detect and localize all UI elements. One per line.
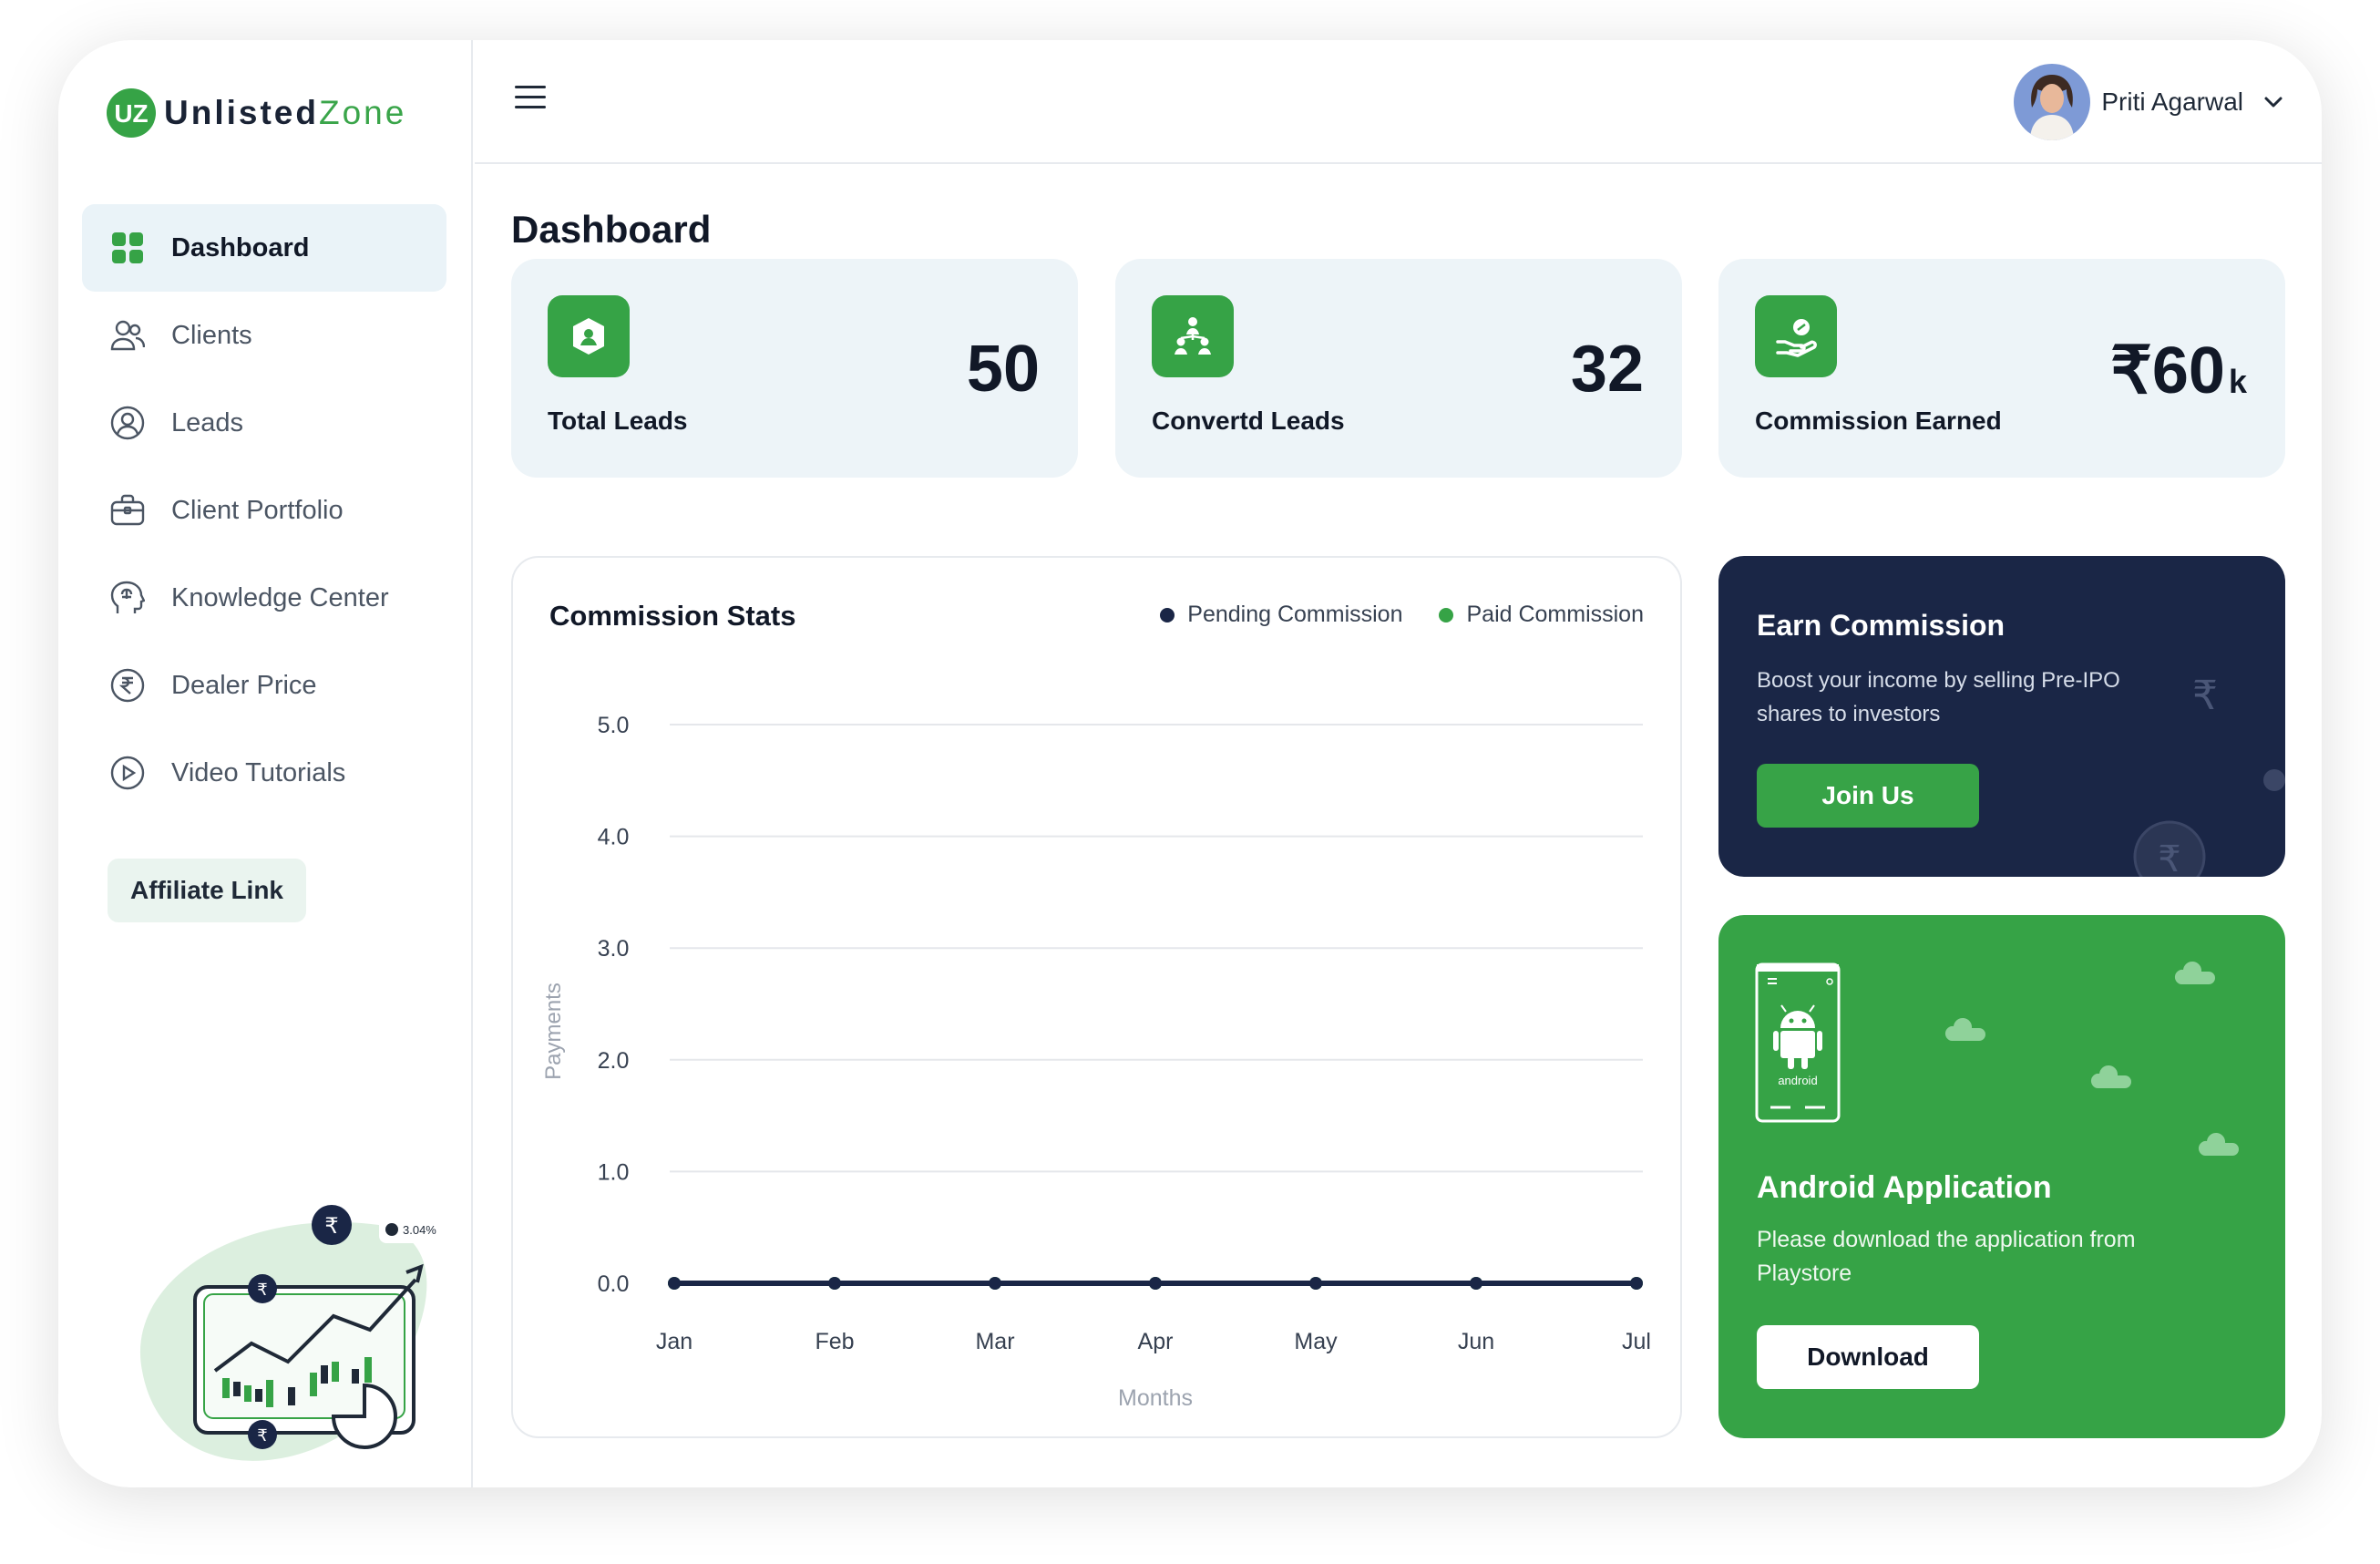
data-point <box>989 1277 1001 1290</box>
legend-item-paid[interactable]: Paid Commission <box>1439 602 1644 628</box>
logo[interactable]: UZ UnlistedZone <box>106 87 406 139</box>
chevron-down-icon <box>2264 97 2283 108</box>
sidebar-nav: Dashboard Clients Leads Client Portfolio <box>82 204 446 817</box>
sidebar-item-dealer-price[interactable]: Dealer Price <box>82 642 446 729</box>
earn-title: Earn Commission <box>1757 609 2006 642</box>
x-tick-label: Apr <box>1138 1329 1174 1354</box>
logo-mark-icon: UZ <box>107 88 156 138</box>
y-tick-label: 5.0 <box>598 713 630 738</box>
android-title: Android Application <box>1757 1170 2052 1205</box>
legend-item-pending[interactable]: Pending Commission <box>1160 602 1402 628</box>
sidebar-item-label: Dealer Price <box>171 670 317 700</box>
sidebar-item-label: Knowledge Center <box>171 582 389 612</box>
stat-value: ₹60 k <box>2110 334 2247 407</box>
android-description: Please download the application from Pla… <box>1757 1227 2136 1286</box>
grid-icon <box>109 230 146 266</box>
topbar: Priti Agarwal <box>475 40 2322 164</box>
trading-illustration: ₹ ₹ ₹ 3.04% <box>139 1205 452 1461</box>
android-robot-icon <box>1773 1004 1822 1069</box>
y-tick-label: 2.0 <box>598 1048 630 1074</box>
hierarchy-icon <box>1152 295 1234 377</box>
y-tick-label: 4.0 <box>598 825 630 850</box>
legend-dot <box>1160 607 1175 623</box>
android-app-card: android Android Application Please downl… <box>1718 915 2285 1438</box>
svg-text:₹: ₹ <box>257 1281 267 1300</box>
x-tick-label: May <box>1294 1329 1338 1354</box>
stat-value: 32 <box>1570 333 1644 406</box>
join-us-button[interactable]: Join Us <box>1757 764 1979 828</box>
download-button[interactable]: Download <box>1757 1325 1979 1389</box>
svg-text:₹: ₹ <box>2158 839 2180 877</box>
sidebar-item-leads[interactable]: Leads <box>82 379 446 467</box>
y-tick-label: 0.0 <box>598 1271 630 1297</box>
data-point <box>668 1277 681 1290</box>
sidebar-item-label: Dashboard <box>171 232 310 262</box>
data-point <box>1309 1277 1322 1290</box>
brain-head-icon <box>109 580 146 616</box>
stat-card-total-leads: Total Leads 50 <box>511 259 1078 478</box>
sidebar-item-video-tutorials[interactable]: Video Tutorials <box>82 729 446 817</box>
x-tick-label: Jul <box>1622 1329 1651 1354</box>
svg-text:3.04%: 3.04% <box>403 1223 436 1237</box>
page-title: Dashboard <box>511 208 712 251</box>
sidebar: UZ UnlistedZone Dashboard Clients <box>58 40 473 1487</box>
stat-card-commission-earned: Commission Earned ₹60 k <box>1718 259 2285 478</box>
sidebar-item-knowledge-center[interactable]: Knowledge Center <box>82 554 446 642</box>
x-tick-label: Jun <box>1458 1329 1494 1354</box>
coin-decoration: ₹ ₹ <box>2133 673 2285 877</box>
data-point <box>1470 1277 1482 1290</box>
earn-description: Boost your income by selling Pre-IPO sha… <box>1757 668 2120 726</box>
y-tick-label: 3.0 <box>598 936 630 962</box>
x-tick-label: Feb <box>815 1329 854 1354</box>
data-point <box>1630 1277 1643 1290</box>
chart-title: Commission Stats <box>549 600 796 632</box>
sidebar-item-label: Leads <box>171 407 244 437</box>
chart-legend: Pending Commission Paid Commission <box>1123 602 1644 628</box>
x-tick-label: Mar <box>975 1329 1014 1354</box>
phone-icon: android <box>1755 962 1841 1123</box>
user-menu[interactable]: Priti Agarwal <box>2014 64 2285 140</box>
stat-value: 50 <box>966 333 1040 406</box>
y-tick-label: 1.0 <box>598 1159 630 1185</box>
sidebar-item-clients[interactable]: Clients <box>82 292 446 379</box>
hand-coin-icon <box>1755 295 1837 377</box>
svg-text:₹: ₹ <box>257 1426 267 1446</box>
x-tick-label: Jan <box>656 1329 692 1354</box>
user-badge-icon <box>548 295 630 377</box>
rupee-circle-icon <box>109 667 146 704</box>
commission-stats-card: Commission Stats Pending Commission Paid… <box>511 556 1682 1438</box>
briefcase-icon <box>109 492 146 529</box>
stat-label: Commission Earned <box>1755 406 2002 435</box>
sidebar-item-label: Client Portfolio <box>171 495 344 525</box>
legend-dot <box>1439 607 1454 623</box>
sidebar-item-dashboard[interactable]: Dashboard <box>82 204 446 292</box>
sidebar-item-client-portfolio[interactable]: Client Portfolio <box>82 467 446 554</box>
svg-text:android: android <box>1778 1074 1817 1087</box>
avatar <box>2014 64 2091 140</box>
svg-text:₹: ₹ <box>324 1213 338 1239</box>
data-point <box>1149 1277 1162 1290</box>
stat-label: Total Leads <box>548 406 688 435</box>
svg-text:UZ: UZ <box>114 99 148 128</box>
logo-text: UnlistedZone <box>164 94 407 131</box>
user-name: Priti Agarwal <box>2101 87 2243 116</box>
rupee-icon: ₹ <box>2192 673 2218 719</box>
user-circle-icon <box>109 405 146 441</box>
data-point <box>828 1277 841 1290</box>
play-circle-icon <box>109 755 146 791</box>
menu-icon[interactable] <box>515 86 546 113</box>
y-axis-label: Payments <box>541 983 566 1080</box>
android-decoration: android <box>1755 961 2239 1156</box>
earn-commission-card: ₹ ₹ Earn Commission Boost your income by… <box>1718 556 2285 877</box>
stat-card-converted-leads: Convertd Leads 32 <box>1115 259 1682 478</box>
sidebar-item-label: Video Tutorials <box>171 757 346 787</box>
stat-label: Convertd Leads <box>1152 406 1345 435</box>
affiliate-link-button[interactable]: Affiliate Link <box>108 859 306 922</box>
users-icon <box>109 317 146 354</box>
line-chart: 0.0 1.0 2.0 3.0 4.0 5.0 Jan Feb Mar Apr May Jun Jul M… <box>541 713 1651 1411</box>
x-axis-label: Months <box>1118 1385 1193 1411</box>
sidebar-item-label: Clients <box>171 320 252 350</box>
